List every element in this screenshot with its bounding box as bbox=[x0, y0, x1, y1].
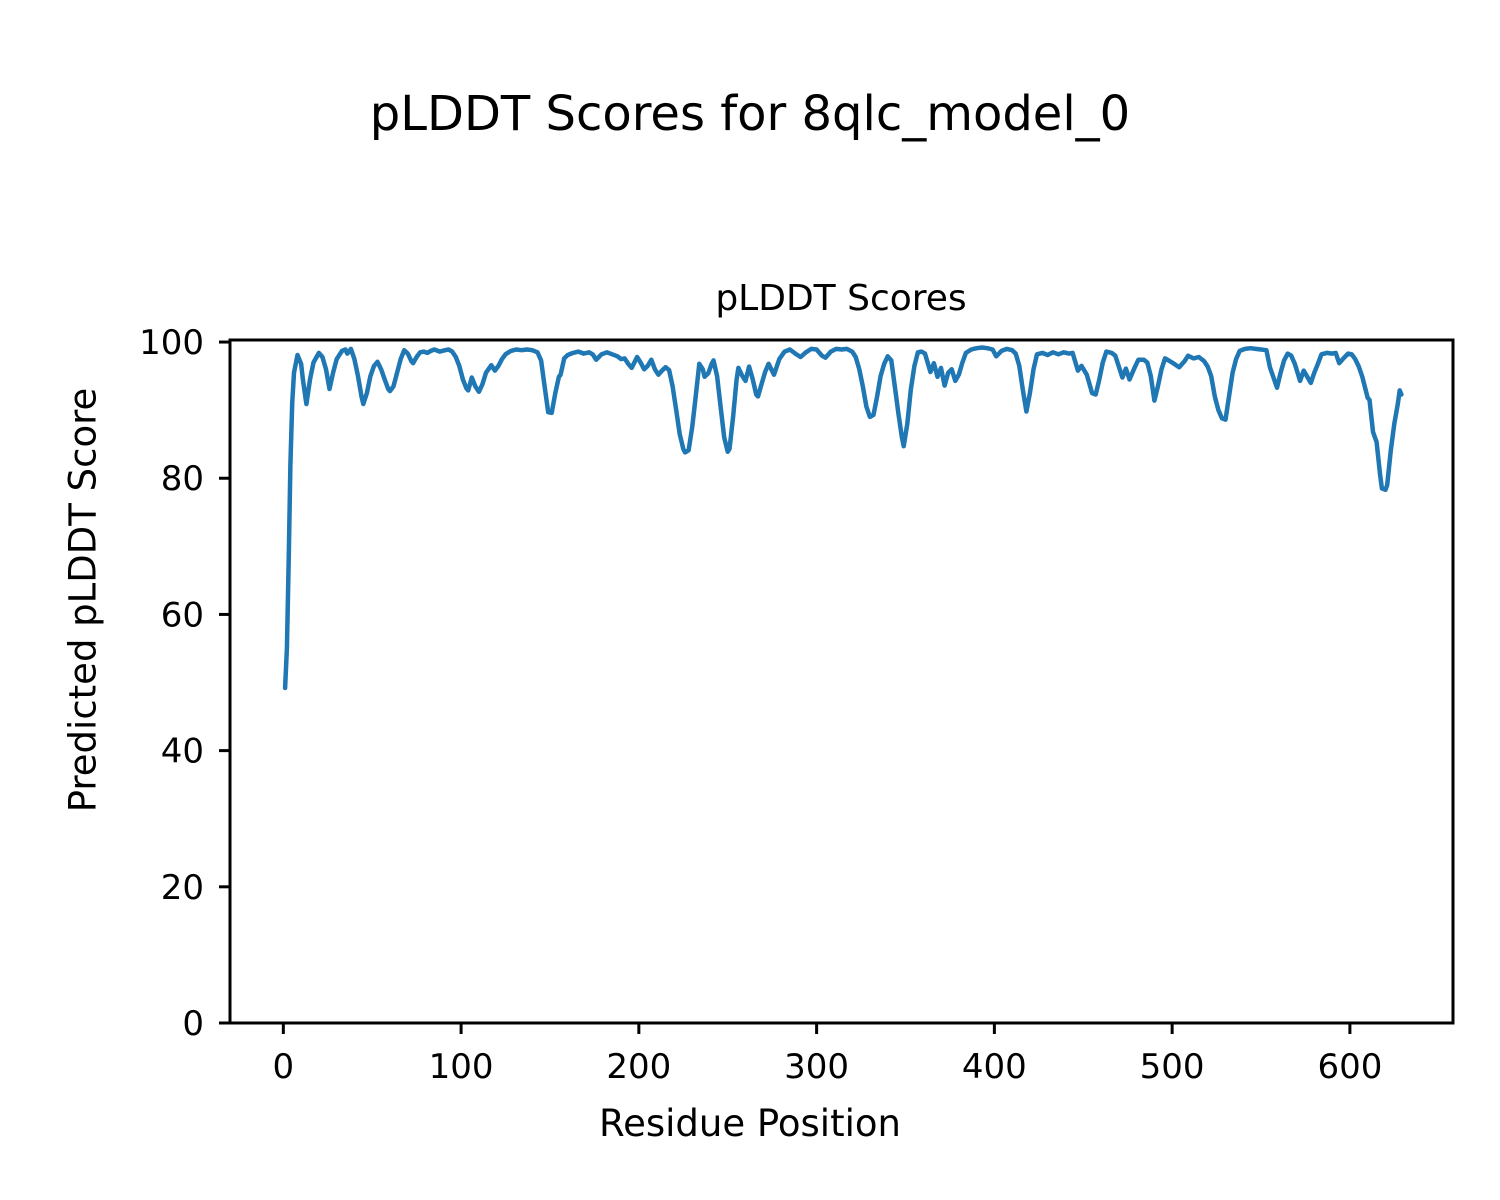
y-tick-label: 80 bbox=[161, 459, 204, 499]
x-tick-label: 500 bbox=[1140, 1047, 1205, 1087]
y-tick-label: 20 bbox=[161, 868, 204, 908]
x-tick-label: 600 bbox=[1317, 1047, 1382, 1087]
figure-title: pLDDT Scores for 8qlc_model_0 bbox=[369, 86, 1131, 142]
x-axis-label: Residue Position bbox=[599, 1102, 901, 1145]
y-tick-label: 40 bbox=[161, 732, 204, 772]
x-tick-label: 0 bbox=[273, 1047, 295, 1087]
x-tick-label: 300 bbox=[784, 1047, 849, 1087]
x-tick-label: 100 bbox=[429, 1047, 494, 1087]
y-tick-label: 100 bbox=[139, 323, 204, 363]
axes-title: pLDDT Scores bbox=[715, 278, 967, 319]
x-tick-label: 400 bbox=[962, 1047, 1027, 1087]
plddt-line bbox=[282, 345, 1404, 691]
axes-spines bbox=[228, 338, 1455, 1025]
y-tick-label: 0 bbox=[182, 1004, 204, 1044]
y-tick-label: 60 bbox=[161, 595, 204, 635]
x-tick-label: 200 bbox=[606, 1047, 671, 1087]
